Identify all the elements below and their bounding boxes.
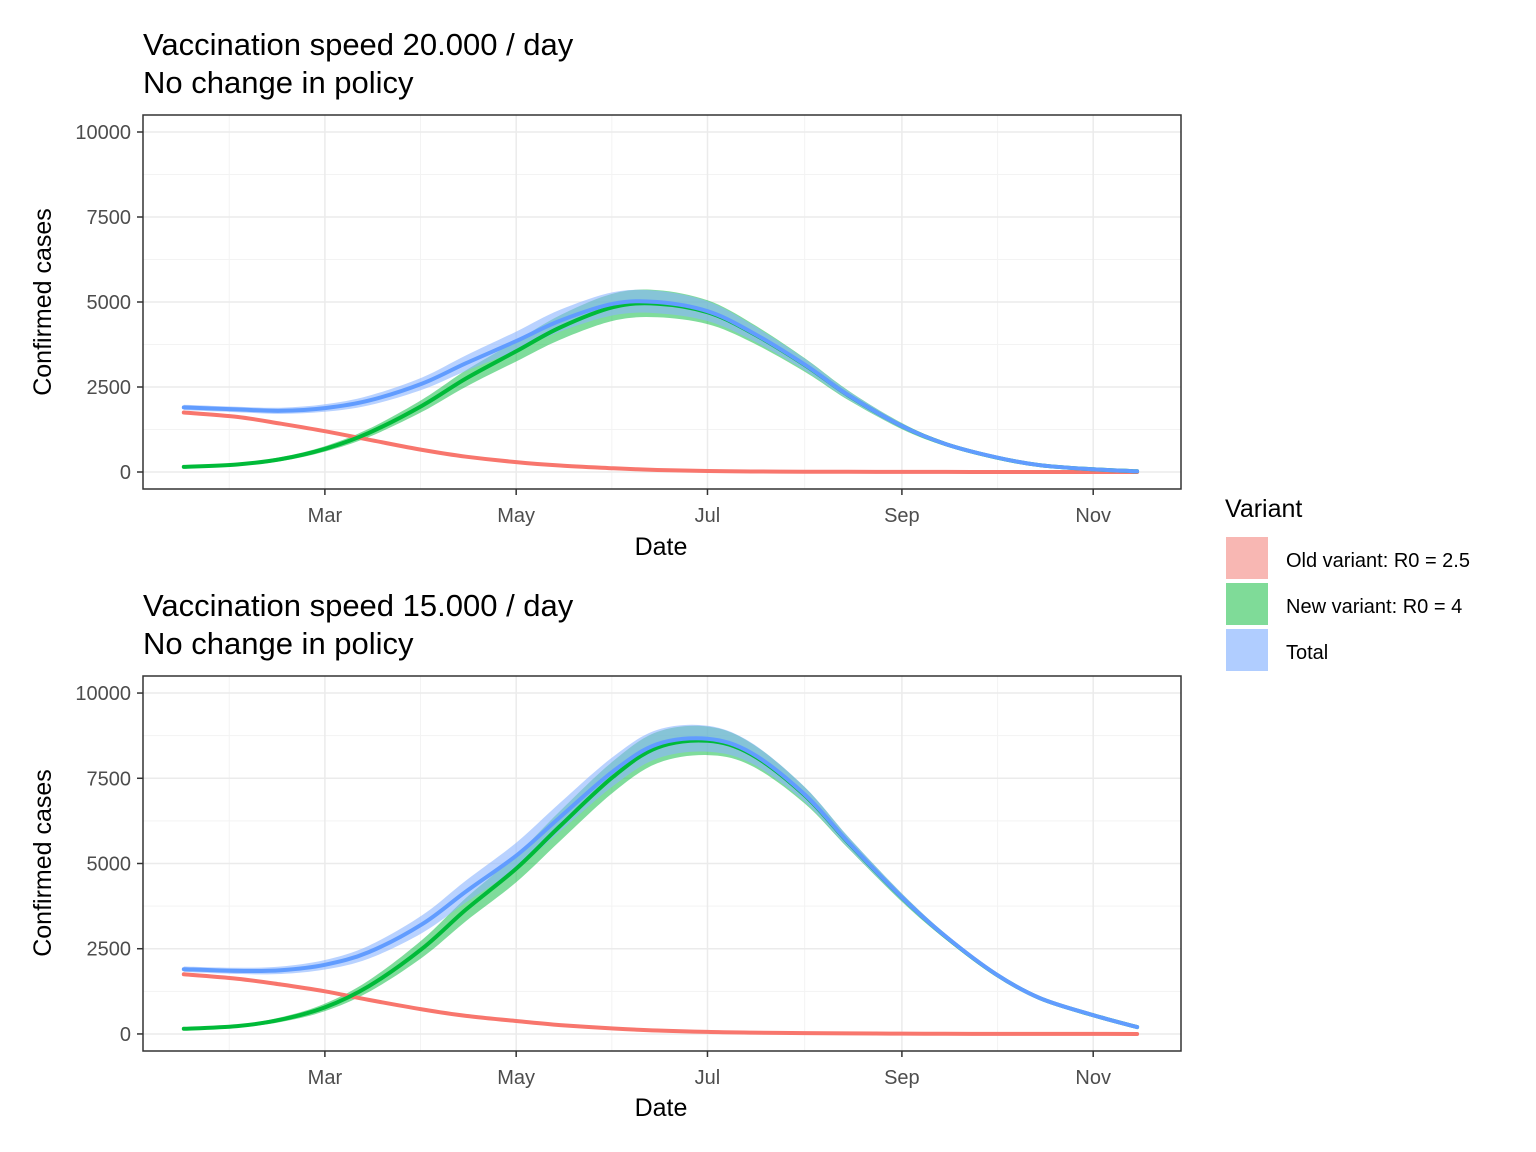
confidence-bands xyxy=(183,289,1138,472)
y-axis-title: Confirmed cases xyxy=(29,208,57,396)
x-tick-label: Mar xyxy=(308,1067,343,1089)
band-new xyxy=(183,289,1138,472)
y-tick-label: 7500 xyxy=(87,768,132,790)
x-tick-label: Jul xyxy=(695,1067,721,1089)
x-tick-label: Nov xyxy=(1075,1067,1111,1089)
y-tick-label: 10000 xyxy=(75,122,131,144)
chart-title-line-1: Vaccination speed 20.000 / day xyxy=(143,27,574,62)
x-tick-label: Sep xyxy=(884,505,920,527)
band-new xyxy=(183,725,1138,1030)
grid xyxy=(143,676,1181,1051)
x-tick-label: Nov xyxy=(1075,505,1111,527)
confidence-bands xyxy=(183,724,1138,1030)
chart-title-line-2: No change in policy xyxy=(143,65,414,100)
series-lines xyxy=(181,736,1140,1036)
series-line-new xyxy=(181,738,1140,1031)
legend-title: Variant xyxy=(1225,495,1302,523)
legend-label-total: Total xyxy=(1286,642,1328,664)
legend-key-new xyxy=(1226,583,1268,625)
y-tick-label: 0 xyxy=(120,1024,131,1046)
chart-panel-1: Vaccination speed 20.000 / day No change… xyxy=(29,27,1182,561)
x-axis: Mar May Jul Sep Nov xyxy=(308,1051,1111,1089)
x-axis-title: Date xyxy=(635,533,688,561)
y-tick-label: 7500 xyxy=(87,207,132,229)
y-tick-label: 2500 xyxy=(87,939,132,961)
chart-panel-2: Vaccination speed 15.000 / day No change… xyxy=(29,588,1182,1122)
x-tick-label: Mar xyxy=(308,505,343,527)
legend-key-old xyxy=(1226,537,1268,579)
x-tick-label: May xyxy=(497,1067,535,1089)
series-lines xyxy=(181,299,1140,474)
band-total xyxy=(183,724,1138,1028)
y-tick-label: 5000 xyxy=(87,854,132,876)
x-axis-title: Date xyxy=(635,1094,688,1122)
series-line-total xyxy=(181,736,1140,1030)
series-line-old xyxy=(181,410,1140,474)
legend-key-total xyxy=(1226,629,1268,671)
y-axis: 0 2500 5000 7500 10000 xyxy=(75,683,143,1046)
y-tick-label: 2500 xyxy=(87,377,132,399)
y-axis-title: Confirmed cases xyxy=(29,769,57,957)
x-axis: Mar May Jul Sep Nov xyxy=(308,489,1111,527)
y-tick-label: 0 xyxy=(120,462,131,484)
series-line-old xyxy=(181,972,1140,1036)
x-tick-label: Sep xyxy=(884,1067,920,1089)
y-tick-label: 10000 xyxy=(75,683,131,705)
y-axis: 0 2500 5000 7500 10000 xyxy=(75,122,143,484)
y-tick-label: 5000 xyxy=(87,292,132,314)
legend-label-old: Old variant: R0 = 2.5 xyxy=(1286,550,1470,572)
chart-title-line-2: No change in policy xyxy=(143,626,414,661)
chart-title-line-1: Vaccination speed 15.000 / day xyxy=(143,588,574,623)
x-tick-label: May xyxy=(497,505,535,527)
series-line-total xyxy=(181,299,1140,474)
x-tick-label: Jul xyxy=(695,505,721,527)
legend-label-new: New variant: R0 = 4 xyxy=(1286,596,1462,618)
legend: Variant Old variant: R0 = 2.5 New varian… xyxy=(1225,495,1470,671)
